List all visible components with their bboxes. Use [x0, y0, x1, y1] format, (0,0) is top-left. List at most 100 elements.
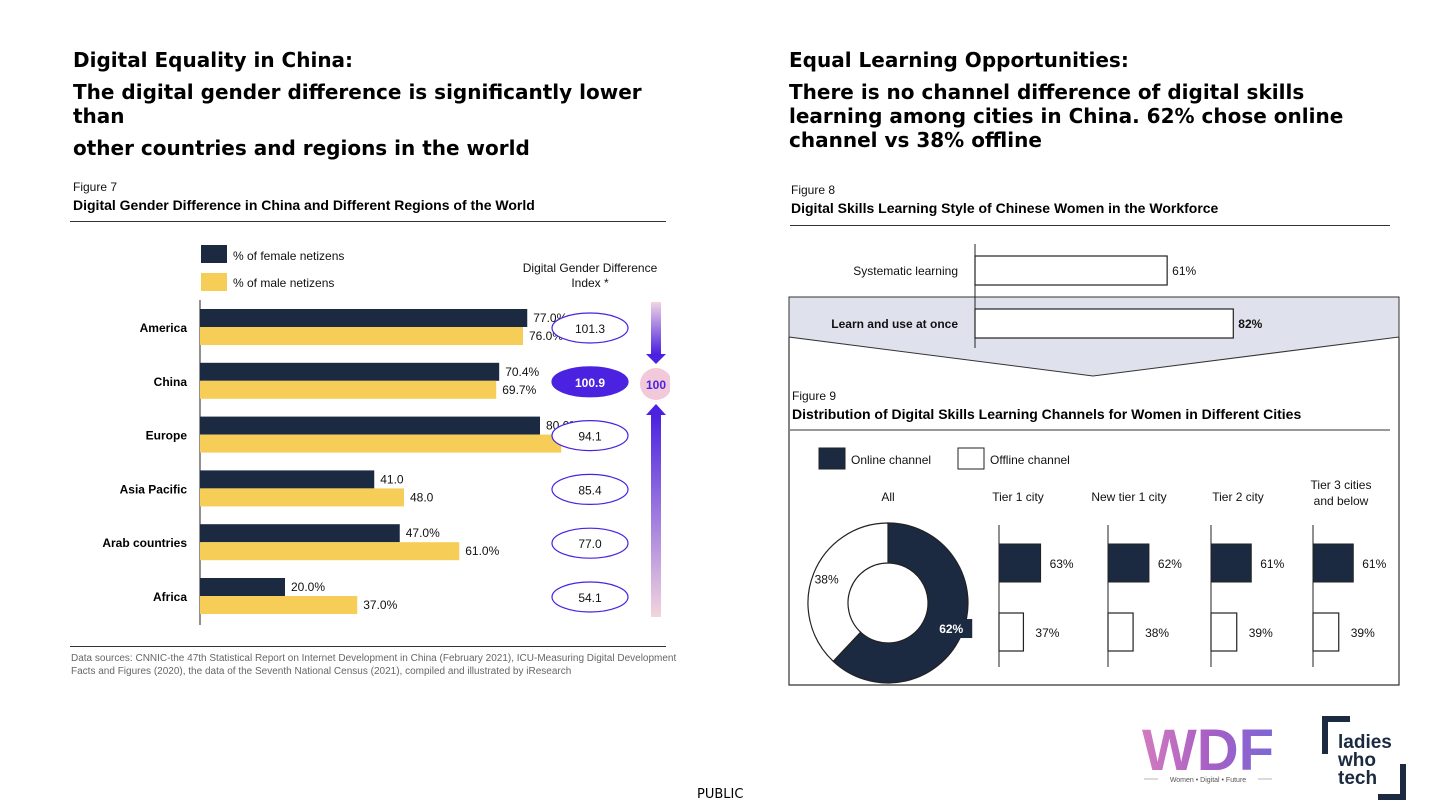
legend-offline-swatch: [957, 447, 985, 470]
legend-online-label: Online channel: [851, 453, 931, 467]
donut-value-label: 38%: [815, 573, 839, 587]
tier-offline-bar: [998, 612, 1025, 652]
male-bar: [200, 596, 358, 614]
male-bar: [200, 434, 562, 453]
lwt-line3: tech: [1338, 768, 1377, 789]
legend-offline-label: Offline channel: [990, 453, 1070, 467]
lwt-line2: who: [1337, 750, 1376, 771]
figure7-chart: % of female netizens % of male netizens Di…: [102, 245, 670, 625]
figure9-label: Figure 9: [792, 389, 836, 403]
figure8-rule: [790, 225, 1390, 226]
category-label: America: [140, 321, 188, 335]
figure8-value-label: 61%: [1172, 264, 1196, 278]
tier-offline-label: 38%: [1145, 626, 1169, 640]
figure7-bottom-rule: [70, 646, 666, 647]
figure9-title: Distribution of Digital Skills Learning …: [792, 406, 1301, 422]
legend-male-label: % of male netizens: [233, 276, 334, 290]
arrow-down-head: [646, 354, 666, 364]
legend-female-label: % of female netizens: [233, 249, 344, 263]
tier-offline-bar: [1210, 612, 1238, 652]
female-value-label: 41.0: [380, 472, 404, 486]
classification-label: PUBLIC: [697, 787, 744, 802]
wdf-tagline: Women • Digital • Future: [1170, 777, 1246, 784]
legend-online-swatch: [818, 447, 846, 470]
male-bar: [200, 488, 404, 507]
index-ellipse: [551, 473, 629, 505]
tier-title: Tier 3 cities: [1311, 478, 1372, 492]
male-value-label: 69.7%: [502, 383, 536, 397]
index-value: 94.1: [578, 430, 602, 444]
tier-offline-bar: [1312, 612, 1340, 652]
arrow-up-head: [646, 404, 666, 415]
index-value: 77.0: [578, 537, 602, 551]
index-ellipse: [551, 581, 629, 613]
female-bar: [200, 524, 400, 543]
arrow-down-shaft: [651, 302, 661, 354]
right-subtitle: There is no channel difference of digita…: [789, 80, 1344, 152]
tier-title: and below: [1314, 494, 1369, 508]
female-bar: [200, 470, 375, 489]
tier-online-bar: [1210, 543, 1252, 583]
category-label: Africa: [153, 590, 187, 604]
tier-online-bar: [1312, 543, 1354, 583]
index-value: 85.4: [578, 483, 602, 497]
figure8-label: Figure 8: [791, 183, 836, 197]
tier-online-label: 63%: [1050, 557, 1074, 571]
tier-offline-label: 37%: [1035, 626, 1059, 640]
tier-offline-label: 39%: [1351, 626, 1375, 640]
male-value-label: 61.0%: [465, 544, 499, 558]
male-bar: [200, 380, 497, 399]
female-value-label: 47.0%: [406, 526, 440, 540]
tier-online-label: 61%: [1362, 557, 1386, 571]
arrow-up-shaft: [651, 415, 661, 617]
figure7-top-rule: [70, 221, 666, 222]
female-value-label: 70.4%: [505, 365, 539, 379]
tier-title: New tier 1 city: [1091, 490, 1166, 504]
figure9-frame: [788, 337, 1400, 686]
index-value: 101.3: [575, 322, 605, 336]
donut-slice: [807, 522, 889, 663]
index-ellipse: [551, 312, 629, 344]
wdf-logo: WDF Women • Digital • Future: [1136, 712, 1280, 788]
figure8-9-chart: Systematic learning 61% Learn and use at o…: [788, 244, 1400, 686]
figure8-bar: [974, 308, 1234, 339]
index-ellipse: [551, 420, 629, 452]
legend-male-swatch: [201, 273, 227, 291]
ladies-who-tech-logo: ladies who tech: [1320, 714, 1408, 802]
donut-value-label: 62%: [939, 622, 963, 636]
male-bar: [200, 542, 460, 561]
tier-online-bar: [998, 543, 1042, 583]
left-subtitle-line1: The digital gender difference is signifi…: [73, 80, 642, 128]
tier-online-label: 61%: [1260, 557, 1284, 571]
figure8-category-label: Learn and use at once: [831, 317, 958, 331]
reference-value: 100: [646, 378, 666, 392]
figure7-source-line1: Data sources: CNNIC-the 47th Statistical…: [71, 653, 677, 664]
female-value-label: 20.0%: [291, 580, 325, 594]
left-subtitle-line2: other countries and regions in the world: [73, 136, 530, 160]
donut-title: All: [881, 490, 894, 504]
index-value: 100.9: [575, 376, 605, 390]
male-value-label: 48.0: [410, 490, 434, 504]
index-ellipse: [551, 366, 629, 398]
female-bar: [200, 309, 528, 327]
figure7-source-line2: Facts and Figures (2020), the data of th…: [71, 666, 572, 677]
right-title: Equal Learning Opportunities:: [789, 48, 1129, 72]
figure8-category-label: Systematic learning: [853, 264, 958, 278]
wdf-wordmark: WDF: [1142, 718, 1274, 783]
left-title: Digital Equality in China:: [73, 48, 354, 72]
legend-female-swatch: [201, 245, 227, 263]
donut-slice: [832, 522, 969, 684]
tier-title: Tier 2 city: [1212, 490, 1264, 504]
figure8-value-label: 82%: [1238, 317, 1262, 331]
index-title-line1: Digital Gender Difference: [523, 261, 658, 275]
tier-offline-bar: [1107, 612, 1134, 652]
figure8-title: Digital Skills Learning Style of Chinese…: [791, 200, 1219, 216]
female-bar: [200, 362, 500, 381]
category-label: China: [154, 375, 188, 389]
female-bar: [200, 578, 285, 596]
index-title-line2: Index *: [571, 276, 609, 290]
index-value: 54.1: [578, 591, 602, 605]
lwt-line1: ladies: [1338, 732, 1392, 753]
category-label: Arab countries: [102, 536, 187, 550]
category-label: Asia Pacific: [120, 482, 188, 496]
